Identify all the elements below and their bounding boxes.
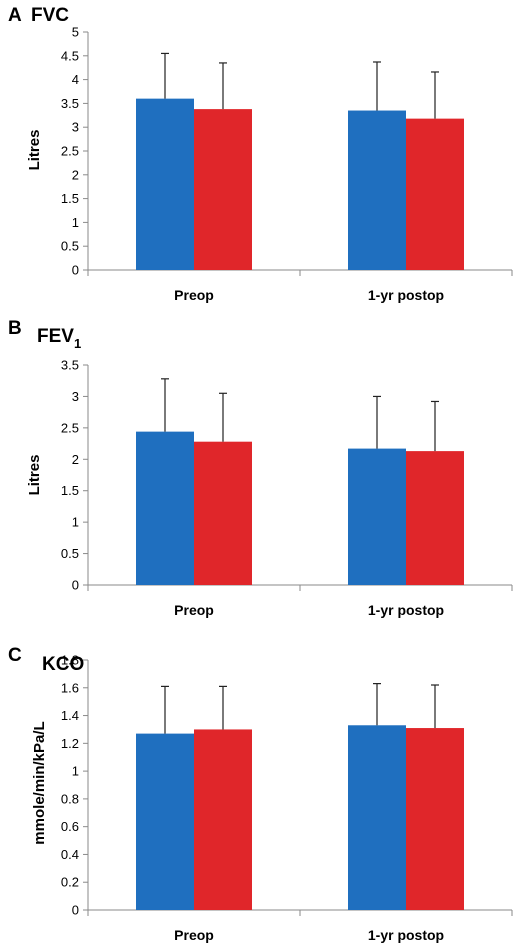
y-tick-label-fvc-4: 2 [72, 167, 79, 182]
y-tick-label-fev1-5: 2.5 [61, 420, 79, 435]
error-bars-kco [161, 683, 439, 734]
error-bars-fvc [161, 52, 439, 119]
bar-fev1-cat1-s0 [348, 448, 406, 585]
y-tick-label-fev1-4: 2 [72, 452, 79, 467]
y-tick-label-kco-7: 1.4 [61, 708, 79, 723]
x-category-label-fev1-0: Preop [174, 602, 214, 618]
x-category-label-fvc-0: Preop [174, 287, 214, 303]
x-category-label-kco-0: Preop [174, 927, 214, 943]
x-ticks-fvc: Preop 1-yr postop [87, 270, 513, 303]
y-tick-label-fvc-8: 4 [72, 72, 79, 87]
bar-fvc-cat1-s1 [406, 118, 464, 270]
y-tick-label-kco-8: 1.6 [61, 680, 79, 695]
panel-c-kco: C KCO mmole/min/kPa/L 0 0.2 0.4 0.6 0.8 1 1.2 1… [8, 645, 513, 943]
y-tick-label-fvc-9: 4.5 [61, 48, 79, 63]
bar-kco-cat1-s0 [348, 725, 406, 910]
y-tick-label-kco-3: 0.6 [61, 819, 79, 834]
panel-title-fev1: FEV1 [37, 326, 81, 351]
panel-title-fev1-subscript: 1 [74, 336, 81, 351]
y-tick-label-fvc-5: 2.5 [61, 144, 79, 159]
panel-a-fvc: A FVC Litres 0 0.5 1 1.5 2 2.5 3 3.5 4 4.5 5 Preop… [8, 5, 513, 303]
bars-fev1 [136, 431, 464, 585]
y-tick-label-fvc-0: 0 [72, 263, 79, 278]
bar-fev1-cat0-s0 [136, 431, 194, 585]
bar-fvc-cat1-s0 [348, 110, 406, 270]
panel-letter-b: B [8, 318, 22, 339]
y-tick-label-kco-1: 0.2 [61, 875, 79, 890]
y-ticks-kco: 0 0.2 0.4 0.6 0.8 1 1.2 1.4 1.6 1.8 [61, 653, 88, 918]
bar-kco-cat0-s0 [136, 733, 194, 910]
y-tick-label-fev1-3: 1.5 [61, 483, 79, 498]
y-tick-label-fvc-7: 3.5 [61, 96, 79, 111]
panel-title-kco: KCO [42, 654, 84, 675]
y-axis-label-fev1: Litres [26, 455, 43, 496]
y-tick-label-fev1-0: 0 [72, 578, 79, 593]
panel-letter-c: C [8, 645, 22, 666]
y-tick-label-fev1-2: 1 [72, 515, 79, 530]
bar-fvc-cat0-s1 [194, 109, 252, 270]
x-ticks-kco: Preop 1-yr postop [87, 910, 513, 943]
y-tick-label-fvc-1: 0.5 [61, 239, 79, 254]
panel-b-fev1: B FEV1 Litres 00.511.522.533.5 Preop 1-yr… [8, 318, 513, 618]
x-ticks-fev1: Preop 1-yr postop [87, 585, 513, 618]
bar-kco-cat1-s1 [406, 728, 464, 910]
x-category-label-fev1-1: 1-yr postop [368, 602, 444, 618]
panel-title-fev1-main: FEV [37, 326, 74, 347]
y-ticks-fev1: 0 0.5 1 1.5 2 2.5 3 3.5 [61, 358, 88, 593]
x-category-label-kco-1: 1-yr postop [368, 927, 444, 943]
y-tick-label-kco-9: 1.8 [61, 653, 79, 668]
y-axis-label-kco: mmole/min/kPa/L [31, 721, 48, 844]
bar-fev1-cat1-s1 [406, 451, 464, 585]
panel-letter-a: A [8, 5, 22, 26]
error-bars-fev1 [161, 378, 439, 452]
y-tick-label-fev1-6: 3 [72, 389, 79, 404]
y-ticks-fvc: 0 0.5 1 1.5 2 2.5 3 3.5 4 4.5 5 [61, 25, 88, 278]
bars-fvc [136, 98, 464, 270]
y-tick-label-fvc-6: 3 [72, 120, 79, 135]
y-tick-label-fvc-3: 1.5 [61, 191, 79, 206]
x-category-label-fvc-1: 1-yr postop [368, 287, 444, 303]
bar-fev1-cat0-s1 [194, 441, 252, 585]
y-axis-label-fvc: Litres [26, 130, 43, 171]
y-tick-label-fvc-2: 1 [72, 215, 79, 230]
bars-kco [136, 725, 464, 910]
bar-kco-cat0-s1 [194, 729, 252, 910]
y-tick-label-kco-4: 0.8 [61, 791, 79, 806]
y-tick-label-kco-2: 0.4 [61, 847, 79, 862]
y-tick-label-fvc-10: 5 [72, 25, 79, 40]
y-tick-label-kco-0: 0 [72, 903, 79, 918]
y-tick-label-kco-5: 1 [72, 764, 79, 779]
panel-title-fvc: FVC [31, 5, 69, 26]
bar-fvc-cat0-s0 [136, 98, 194, 270]
y-tick-label-fev1-1: 0.5 [61, 546, 79, 561]
y-tick-label-kco-6: 1.2 [61, 736, 79, 751]
y-tick-label-fev1-7: 3.5 [61, 358, 79, 373]
